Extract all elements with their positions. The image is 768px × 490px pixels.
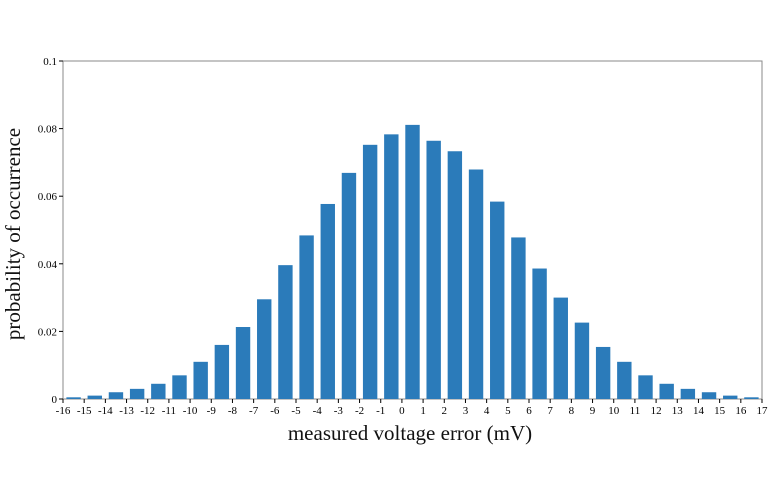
bar--2 [362, 144, 378, 399]
bar-15 [723, 395, 738, 399]
x-tick-label: -4 [313, 405, 323, 417]
bar--1 [384, 134, 399, 399]
bar--9 [214, 344, 230, 399]
bar--11 [172, 375, 187, 399]
x-tick-label: -3 [334, 405, 344, 417]
bar-13 [680, 388, 696, 399]
bar-14 [701, 392, 717, 399]
x-tick-label: 9 [590, 405, 596, 417]
y-tick-label: 0 [52, 394, 58, 406]
x-tick-label: -9 [207, 405, 217, 417]
x-tick-label: -1 [376, 405, 385, 417]
bar-8 [574, 322, 590, 399]
bar-series [66, 124, 759, 399]
x-tick-label: 10 [608, 405, 620, 417]
bar-3 [468, 169, 484, 399]
x-tick-label: -15 [77, 405, 92, 417]
x-tick-label: 17 [757, 405, 768, 417]
bar-5 [511, 237, 526, 399]
x-tick-label: -2 [355, 405, 364, 417]
bar--10 [193, 361, 208, 399]
x-tick-label: 13 [672, 405, 684, 417]
x-tick-label: -7 [249, 405, 259, 417]
bar-12 [659, 383, 674, 399]
x-tick-label: 11 [630, 405, 641, 417]
x-tick-label: 3 [463, 405, 469, 417]
bar--6 [278, 265, 293, 399]
x-tick-label: -12 [140, 405, 155, 417]
x-tick-label: -11 [162, 405, 176, 417]
bar-0 [405, 124, 420, 399]
x-tick-label: 14 [693, 405, 705, 417]
y-tick-label: 0.04 [38, 259, 58, 271]
x-tick-label: 16 [735, 405, 747, 417]
x-tick-label: 8 [569, 405, 575, 417]
bar--12 [151, 383, 166, 399]
y-tick-label: 0.08 [38, 124, 58, 136]
bar--7 [257, 299, 272, 399]
bar--15 [87, 395, 102, 399]
bar--13 [129, 388, 145, 399]
x-tick-label: 15 [714, 405, 726, 417]
y-tick-label: 0.1 [43, 56, 57, 68]
x-tick-label: -10 [183, 405, 198, 417]
x-tick-label: 7 [547, 405, 553, 417]
x-tick-label: -6 [270, 405, 280, 417]
bar--14 [108, 392, 124, 399]
bar-9 [595, 346, 611, 399]
x-tick-label: 1 [420, 405, 426, 417]
bar--16 [66, 397, 81, 399]
x-tick-label: 6 [526, 405, 532, 417]
bar--3 [341, 172, 357, 399]
x-tick-label: -5 [291, 405, 301, 417]
x-tick-label: -13 [119, 405, 134, 417]
x-tick-label: 4 [484, 405, 490, 417]
bar-16 [744, 397, 759, 399]
x-tick-label: -14 [98, 405, 113, 417]
x-axis-title: measured voltage error (mV) [288, 421, 532, 445]
y-axis: 0 0.02 0.04 0.06 0.08 0.1 [38, 56, 63, 406]
bar-7 [553, 297, 568, 399]
bar-2 [447, 151, 463, 399]
x-tick-label: -16 [56, 405, 71, 417]
bar--5 [299, 235, 314, 399]
bar--8 [235, 327, 251, 399]
bar-4 [490, 201, 505, 399]
bar-1 [426, 140, 441, 399]
x-tick-label: 2 [442, 405, 448, 417]
y-axis-title: probability of occurrence [1, 128, 25, 340]
bar-10 [617, 361, 632, 399]
x-tick-label: 5 [505, 405, 511, 417]
x-tick-label: -8 [228, 405, 238, 417]
bar-6 [532, 268, 547, 399]
x-axis: -16 -15 -14 -13 -12 -11 -10 -9 -8 -7 -6 -5 -4 -3 -2 -1 0… [56, 399, 768, 417]
bar--4 [320, 203, 335, 399]
y-tick-label: 0.06 [38, 191, 58, 203]
y-tick-label: 0.02 [38, 326, 57, 338]
x-tick-label: 0 [399, 405, 405, 417]
bar-11 [638, 375, 653, 399]
x-tick-label: 12 [651, 405, 662, 417]
